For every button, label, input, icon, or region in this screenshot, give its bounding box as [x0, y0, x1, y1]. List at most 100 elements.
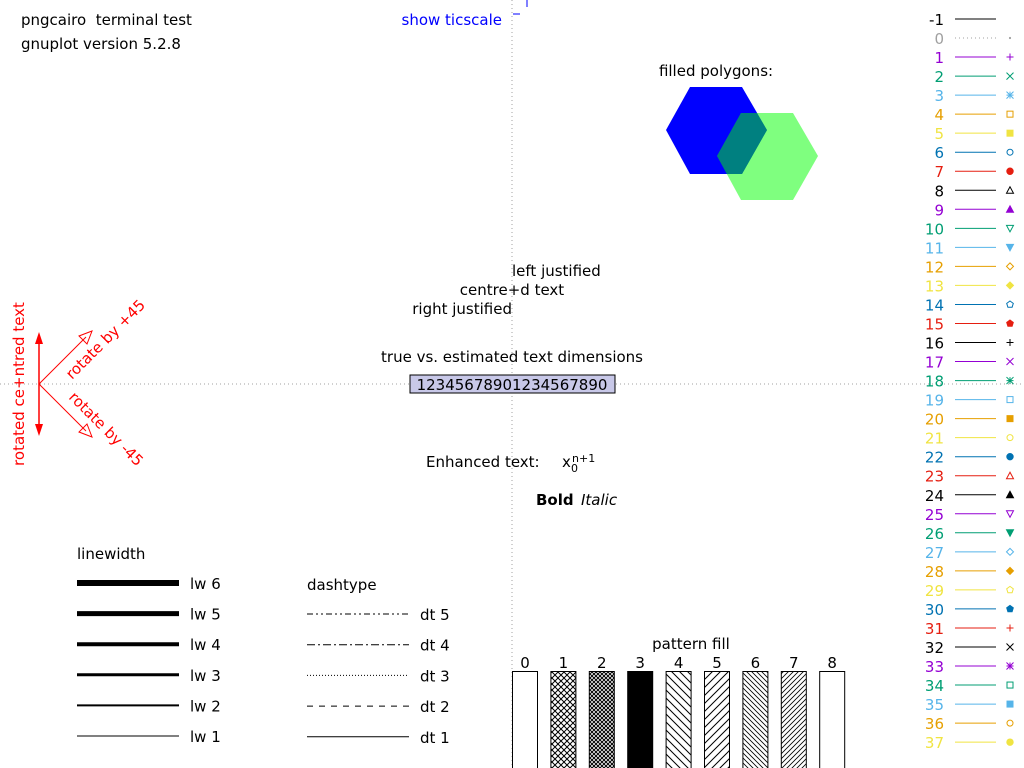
linetype-label: 20	[925, 411, 944, 429]
linetype-row: 0	[934, 30, 1012, 48]
polygon-overlap	[717, 113, 767, 174]
linetype-row: 32	[925, 639, 1014, 657]
pattern-box-label: 5	[712, 654, 722, 672]
linetype-row: 4	[934, 106, 1014, 124]
pattern-box-label: 3	[635, 654, 645, 672]
linetype-row: 28	[925, 563, 1015, 581]
linetype-label: 16	[925, 335, 944, 353]
dot-marker	[1008, 36, 1012, 40]
linetype-row: 6	[934, 144, 1014, 162]
pentagon-marker	[1006, 300, 1014, 308]
linetype-label: 7	[934, 163, 944, 181]
linetype-row: 15	[925, 315, 1014, 333]
linewidth-label: lw 1	[190, 728, 221, 746]
linetype-label: 2	[934, 68, 944, 86]
enhanced-base: x	[562, 453, 571, 471]
linetype-row: 25	[925, 506, 1015, 524]
triangle-marker	[1005, 471, 1015, 480]
linetype-row: 34	[925, 677, 1014, 695]
linetype-row: 29	[925, 582, 1014, 600]
right-justified-text: right justified	[412, 300, 512, 318]
inv-triangle-marker	[1005, 510, 1015, 519]
filled-circle-marker	[1006, 167, 1014, 175]
linetype-row: 35	[925, 696, 1014, 714]
linetype-row: 33	[925, 658, 1014, 676]
pattern-box-3	[627, 671, 654, 768]
pattern-box-1	[550, 671, 577, 768]
linetype-label: 25	[925, 506, 944, 524]
filled-square-marker	[1006, 129, 1014, 137]
inv-triangle-marker	[1005, 224, 1015, 233]
linetype-label: 33	[925, 658, 944, 676]
pattern-box-6	[742, 671, 769, 768]
linetype-label: 26	[925, 525, 944, 543]
dashtype-label: dt 1	[420, 729, 450, 747]
linetype-row: 9	[934, 201, 1015, 219]
linewidth-label: lw 2	[190, 697, 221, 715]
linetype-label: 12	[925, 258, 944, 276]
linetype-label: 4	[934, 106, 944, 124]
linetype-row: 10	[925, 220, 1015, 238]
text-dimensions-box	[409, 374, 616, 394]
linetype-label: 27	[925, 544, 944, 562]
linetype-row: 31	[925, 620, 1014, 638]
circle-marker	[1006, 719, 1014, 727]
linetype-row: 21	[925, 430, 1014, 448]
filled-diamond-marker	[1005, 566, 1015, 576]
linetype-row: 12	[925, 258, 1015, 276]
linewidth-samples: lw 6 lw 5 lw 4 lw 3 lw 2 lw 1	[77, 575, 221, 746]
linetype-label: 8	[934, 182, 944, 200]
filled-triangle-marker	[1005, 490, 1015, 499]
diamond-marker	[1005, 547, 1015, 557]
linetype-label: 35	[925, 696, 944, 714]
linetype-label: 1	[934, 49, 944, 67]
pattern-box-2	[588, 671, 615, 768]
centred-text: centre+d text	[460, 281, 565, 299]
pattern-box-label: 4	[674, 654, 684, 672]
cross-marker	[1006, 357, 1014, 366]
linetype-row: 3	[934, 87, 1014, 105]
linetype-row: 26	[925, 525, 1015, 543]
linetype-row: 19	[925, 392, 1014, 410]
linetype-label: 0	[934, 30, 944, 48]
linetype-row: 16	[925, 335, 1014, 353]
text-dimensions-label: true vs. estimated text dimensions	[381, 348, 643, 366]
linetype-row: -1	[929, 11, 996, 29]
linetype-label: 5	[934, 125, 944, 143]
linetype-row: 5	[934, 125, 1014, 143]
linetype-row: 20	[925, 411, 1014, 429]
bold-text: Bold	[536, 491, 574, 509]
linetype-row: 14	[925, 296, 1014, 314]
filled-square-marker	[1006, 700, 1014, 708]
circle-marker	[1006, 434, 1014, 442]
triangle-marker	[1005, 185, 1015, 194]
linetype-label: 19	[925, 392, 944, 410]
linetype-label: 13	[925, 277, 944, 295]
left-justified-text: left justified	[512, 262, 601, 280]
linetype-label: 32	[925, 639, 944, 657]
linetype-label: 30	[925, 601, 944, 619]
dashtype-samples: dt 5 dt 4 dt 3 dt 2 dt 1	[307, 606, 450, 747]
pattern-box-7	[780, 671, 807, 768]
linetype-label: 23	[925, 468, 944, 486]
text-dimensions-sample: 12345678901234567890	[417, 376, 608, 394]
linetype-row: 2	[934, 68, 1014, 86]
square-marker	[1006, 396, 1014, 404]
linetype-label: 29	[925, 582, 944, 600]
italic-text: Italic	[581, 491, 618, 509]
linetype-row: 24	[925, 487, 1015, 505]
square-marker	[1006, 110, 1014, 118]
rotate-plus45-text: rotate by +45	[62, 296, 149, 383]
filled-circle-marker	[1006, 452, 1014, 461]
star-marker	[1006, 662, 1014, 670]
pattern-fill-title: pattern fill	[652, 635, 730, 653]
star-marker	[1006, 376, 1014, 385]
plus45-arrowhead	[78, 330, 93, 345]
linetype-label: 34	[925, 677, 944, 695]
linetype-label: 6	[934, 144, 944, 162]
minus45-arrow	[38, 383, 87, 432]
linetype-label: 11	[925, 239, 944, 257]
linetype-label: 28	[925, 563, 944, 581]
ticscale-label: show ticscale	[402, 11, 502, 29]
star-marker	[1006, 91, 1014, 99]
